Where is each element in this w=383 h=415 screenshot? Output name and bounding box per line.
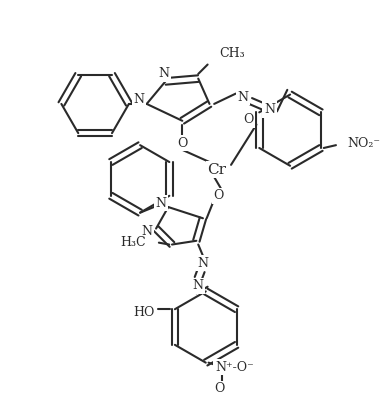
Text: N⁺-O⁻: N⁺-O⁻ — [215, 361, 254, 374]
Text: CH₃: CH₃ — [219, 47, 244, 60]
Text: N: N — [141, 225, 152, 238]
Text: O: O — [177, 137, 188, 150]
Text: N: N — [193, 279, 204, 292]
Text: H₃C: H₃C — [120, 236, 146, 249]
Text: O: O — [243, 113, 253, 126]
Text: N: N — [238, 91, 249, 104]
Text: NO₂⁻: NO₂⁻ — [347, 137, 380, 150]
Text: Cr: Cr — [208, 163, 226, 176]
Text: N: N — [158, 67, 169, 81]
Text: N: N — [134, 93, 145, 106]
Text: O: O — [214, 189, 224, 202]
Text: HO: HO — [133, 305, 154, 319]
Text: O: O — [214, 382, 225, 395]
Text: N: N — [155, 197, 166, 210]
Text: N: N — [197, 257, 208, 270]
Text: N: N — [264, 103, 275, 116]
